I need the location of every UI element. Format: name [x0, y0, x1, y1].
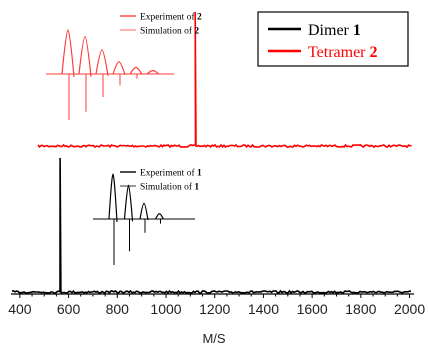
inset-legend-simulation: Simulation of 2: [140, 26, 199, 37]
x-axis-label: M/S: [202, 331, 225, 346]
inset-experiment-peak: [108, 173, 118, 223]
inset-legend-experiment: Experiment of 2: [140, 12, 202, 23]
series-line-tetramer: [37, 11, 412, 149]
legend: Dimer 1 Tetramer 2: [257, 11, 409, 67]
legend-label-tetramer: Tetramer 2: [308, 44, 378, 61]
x-tick-label: 600: [57, 301, 81, 317]
x-tick-label: 800: [106, 301, 130, 317]
inset-experiment-peak: [112, 61, 126, 76]
x-tick-label: 2000: [394, 301, 425, 317]
inset-experiment-peak: [139, 202, 149, 221]
x-tick-label: 1400: [248, 301, 279, 317]
x-tick-label: 1000: [150, 301, 181, 317]
x-tick-label: 1600: [297, 301, 328, 317]
legend-box: [257, 11, 409, 67]
inset-tetramer: Experiment of 2 Simulation of 2: [46, 12, 202, 120]
x-tick-label: 1800: [345, 301, 376, 317]
inset-experiment-peak: [95, 49, 109, 76]
legend-label-dimer: Dimer 1: [308, 22, 361, 39]
inset-experiment-peak: [146, 69, 160, 75]
inset-experiment-peak: [129, 66, 143, 75]
inset-experiment-peak: [78, 35, 92, 77]
inset-dimer: Experiment of 1 Simulation of 1: [93, 168, 202, 265]
inset-legend-simulation: Simulation of 1: [140, 182, 199, 193]
x-tick-label: 400: [8, 301, 32, 317]
inset-experiment-peak: [154, 212, 165, 220]
inset-experiment-peak: [123, 184, 134, 222]
inset-experiment-peak: [61, 29, 75, 78]
x-tick-label: 1200: [199, 301, 230, 317]
series-line-dimer: [12, 157, 411, 295]
inset-legend-experiment: Experiment of 1: [140, 168, 202, 179]
